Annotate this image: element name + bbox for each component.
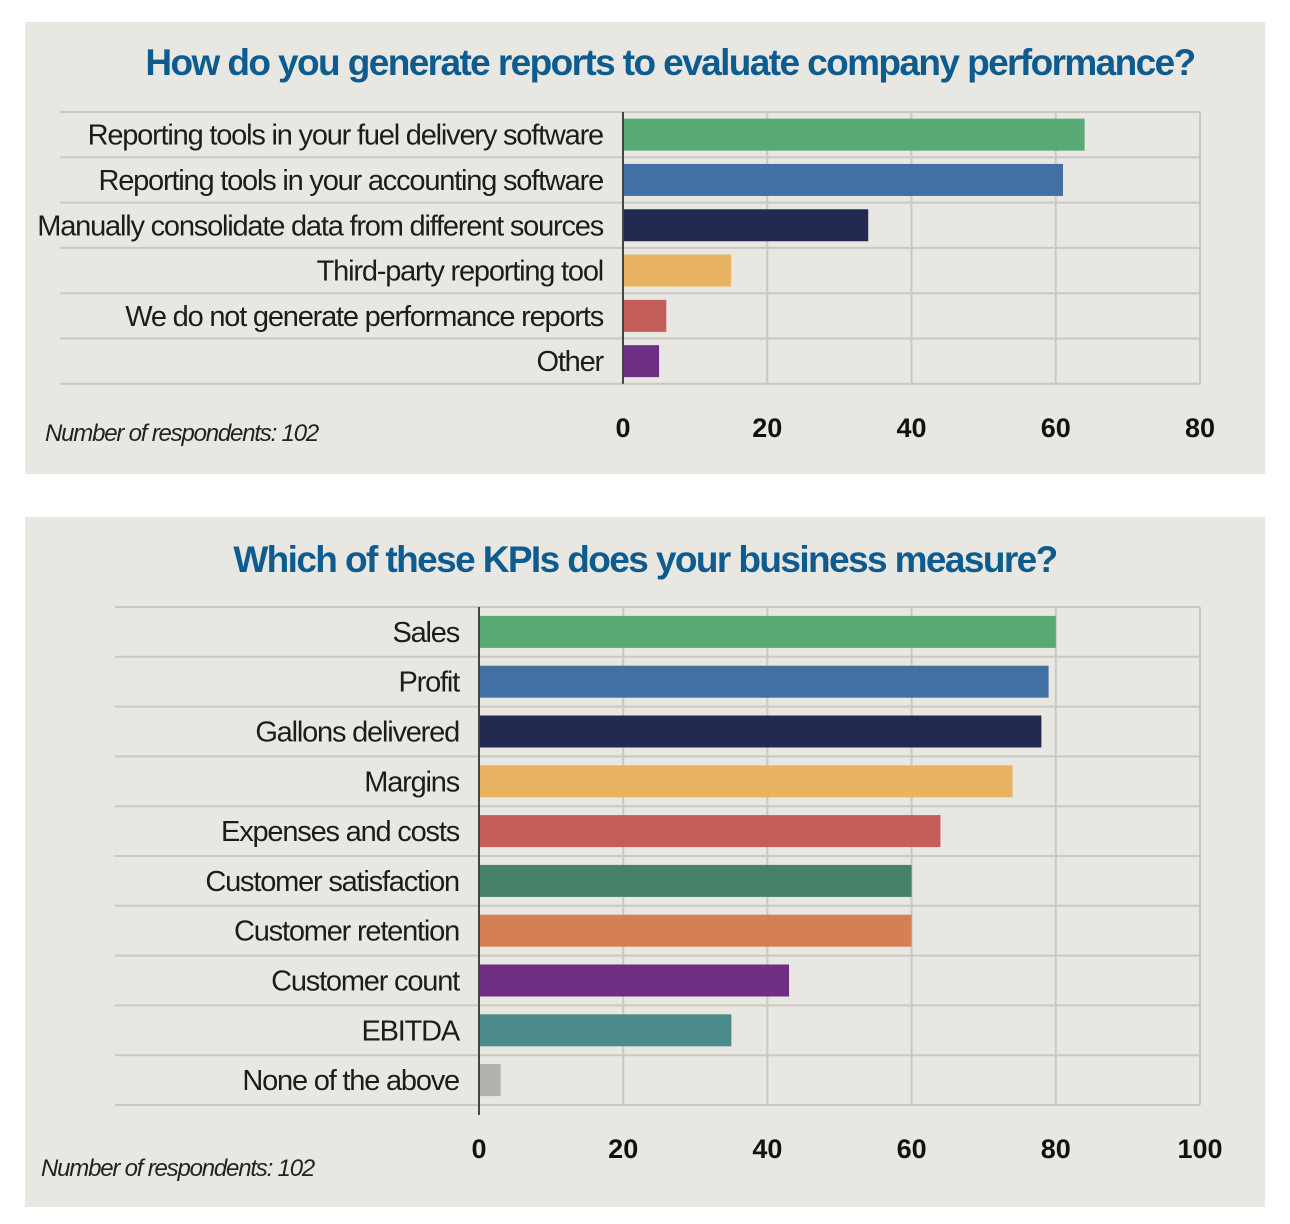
tick-label: 0 <box>615 413 630 443</box>
bar <box>623 163 1063 196</box>
chart-title: Which of these KPIs does your business m… <box>233 539 1058 580</box>
bar <box>623 118 1085 151</box>
bar <box>479 715 1042 748</box>
category-label: None of the above <box>242 1065 459 1097</box>
category-label: Customer satisfaction <box>205 866 459 898</box>
category-label: Sales <box>392 617 459 649</box>
category-label: Reporting tools in your fuel delivery so… <box>88 120 603 152</box>
bar <box>479 914 912 947</box>
category-label: Customer count <box>271 966 460 998</box>
category-label: Margins <box>364 766 459 798</box>
bar <box>479 1014 732 1047</box>
chart-title: How do you generate reports to evaluate … <box>145 42 1196 83</box>
category-label: EBITDA <box>361 1015 460 1047</box>
category-label: Profit <box>399 667 461 699</box>
category-label: Other <box>536 346 604 378</box>
bar <box>479 1064 501 1097</box>
tick-label: 100 <box>1177 1134 1222 1164</box>
tick-label: 80 <box>1185 413 1215 443</box>
bar <box>623 254 732 287</box>
respondents-note: Number of respondents: 102 <box>45 420 319 447</box>
chart-panel-kpis: Which of these KPIs does your business m… <box>25 517 1265 1207</box>
bar <box>623 299 667 332</box>
respondents-note: Number of respondents: 102 <box>41 1155 315 1182</box>
category-label: Gallons delivered <box>255 717 459 749</box>
bar <box>623 209 869 242</box>
tick-label: 60 <box>897 1134 927 1164</box>
tick-label: 20 <box>608 1134 638 1164</box>
category-label: Manually consolidate data from different… <box>37 210 603 242</box>
tick-label: 40 <box>752 1134 782 1164</box>
category-label: Expenses and costs <box>221 816 460 848</box>
tick-label: 60 <box>1041 413 1071 443</box>
bar <box>479 665 1049 698</box>
bar <box>479 864 912 897</box>
category-label: Third-party reporting tool <box>317 256 603 288</box>
category-label: Reporting tools in your accounting softw… <box>98 165 603 197</box>
tick-label: 20 <box>752 413 782 443</box>
category-label: We do not generate performance reports <box>125 301 603 333</box>
tick-label: 80 <box>1041 1134 1071 1164</box>
tick-label: 0 <box>471 1134 486 1164</box>
bar <box>479 964 790 997</box>
tick-label: 40 <box>896 413 926 443</box>
bar <box>623 345 660 378</box>
bar <box>479 815 941 848</box>
chart-reports: Reporting tools in your fuel delivery so… <box>37 111 1215 443</box>
bar <box>479 765 1013 798</box>
category-label: Customer retention <box>234 916 459 948</box>
chart-panel-reports: How do you generate reports to evaluate … <box>25 22 1265 474</box>
bar <box>479 615 1056 648</box>
chart-kpis: Sales Profit Gallons delivered Margins Expen… <box>115 606 1223 1164</box>
